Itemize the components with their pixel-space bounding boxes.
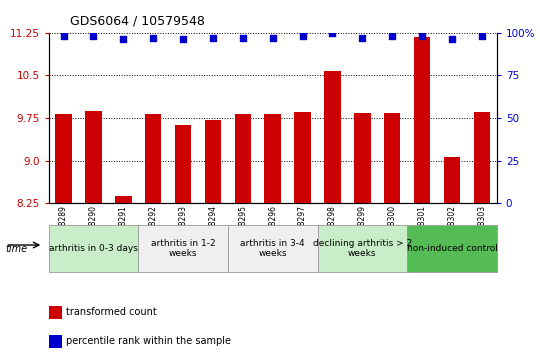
Bar	[474, 112, 490, 203]
Bar	[407, 225, 497, 272]
Bar	[205, 120, 221, 203]
Point	[208, 35, 217, 41]
Point	[59, 33, 68, 39]
Text: declining arthritis > 2
weeks: declining arthritis > 2 weeks	[313, 239, 412, 258]
Point	[89, 33, 98, 39]
Point	[119, 37, 127, 42]
Bar	[318, 225, 407, 272]
Text: time: time	[5, 244, 28, 254]
Text: transformed count: transformed count	[66, 307, 157, 317]
Text: percentile rank within the sample: percentile rank within the sample	[66, 336, 231, 346]
Point	[268, 35, 277, 41]
Bar	[49, 225, 138, 272]
Bar	[324, 72, 341, 203]
Text: non-induced control: non-induced control	[407, 244, 497, 253]
Point	[477, 33, 486, 39]
Point	[239, 35, 247, 41]
Text: GDS6064 / 10579548: GDS6064 / 10579548	[70, 15, 205, 28]
Bar	[294, 112, 311, 203]
Text: arthritis in 1-2
weeks: arthritis in 1-2 weeks	[151, 239, 215, 258]
Point	[298, 33, 307, 39]
Point	[149, 35, 158, 41]
Text: arthritis in 3-4
weeks: arthritis in 3-4 weeks	[240, 239, 305, 258]
Bar	[265, 114, 281, 203]
Text: arthritis in 0-3 days: arthritis in 0-3 days	[49, 244, 138, 253]
Bar	[115, 196, 132, 203]
Bar	[55, 114, 72, 203]
Bar	[175, 125, 191, 203]
Point	[418, 33, 427, 39]
Point	[448, 37, 456, 42]
Bar	[85, 111, 102, 203]
Bar	[354, 113, 370, 203]
Point	[358, 35, 367, 41]
Point	[328, 30, 337, 36]
Bar	[138, 225, 228, 272]
Point	[388, 33, 396, 39]
Bar	[145, 114, 161, 203]
Point	[179, 37, 187, 42]
Bar	[414, 37, 430, 203]
Bar	[234, 114, 251, 203]
Bar	[228, 225, 318, 272]
Bar	[444, 157, 460, 203]
Bar	[384, 113, 401, 203]
